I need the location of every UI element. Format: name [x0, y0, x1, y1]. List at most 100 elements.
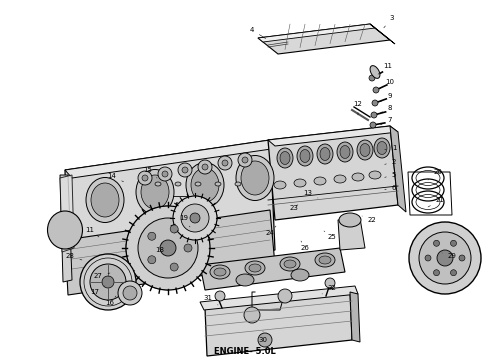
- Ellipse shape: [334, 175, 346, 183]
- Circle shape: [148, 232, 156, 240]
- Text: 19: 19: [179, 215, 190, 227]
- Text: 7: 7: [380, 117, 392, 125]
- Ellipse shape: [235, 182, 241, 186]
- Circle shape: [222, 160, 228, 166]
- Ellipse shape: [277, 148, 293, 168]
- Text: 14: 14: [108, 173, 123, 182]
- Ellipse shape: [280, 257, 300, 271]
- Circle shape: [409, 222, 481, 294]
- Ellipse shape: [337, 142, 353, 162]
- Text: 9: 9: [380, 93, 392, 102]
- Ellipse shape: [249, 264, 261, 272]
- Circle shape: [450, 240, 457, 246]
- Ellipse shape: [195, 182, 201, 186]
- Circle shape: [190, 213, 200, 223]
- Ellipse shape: [48, 211, 82, 249]
- Text: 6: 6: [385, 185, 396, 191]
- Polygon shape: [390, 126, 406, 212]
- Ellipse shape: [340, 145, 350, 158]
- Text: 21: 21: [428, 197, 444, 207]
- Ellipse shape: [369, 171, 381, 179]
- Circle shape: [148, 256, 156, 264]
- Circle shape: [142, 175, 148, 181]
- Text: 25: 25: [324, 231, 336, 240]
- Circle shape: [170, 263, 178, 271]
- Circle shape: [182, 167, 188, 173]
- Ellipse shape: [155, 182, 161, 186]
- Circle shape: [325, 278, 335, 288]
- Text: 11: 11: [378, 63, 392, 74]
- Circle shape: [459, 255, 465, 261]
- Text: 17: 17: [91, 286, 105, 295]
- Ellipse shape: [352, 173, 364, 181]
- Polygon shape: [65, 140, 275, 282]
- Text: 28: 28: [66, 253, 82, 260]
- Text: 4: 4: [250, 27, 266, 39]
- Ellipse shape: [284, 260, 296, 268]
- Polygon shape: [268, 126, 398, 146]
- Circle shape: [181, 204, 209, 232]
- Circle shape: [80, 254, 136, 310]
- Text: 18: 18: [155, 243, 165, 253]
- Circle shape: [238, 153, 252, 167]
- Circle shape: [158, 167, 172, 181]
- Circle shape: [173, 196, 217, 240]
- Circle shape: [218, 156, 232, 170]
- Polygon shape: [258, 24, 375, 42]
- Polygon shape: [370, 24, 395, 44]
- Circle shape: [434, 270, 440, 276]
- Text: 22: 22: [362, 216, 376, 223]
- Circle shape: [434, 240, 440, 246]
- Ellipse shape: [314, 177, 326, 185]
- Ellipse shape: [317, 144, 333, 164]
- Circle shape: [419, 232, 471, 284]
- Circle shape: [371, 112, 377, 118]
- Text: 24: 24: [266, 226, 276, 236]
- Circle shape: [123, 286, 137, 300]
- Text: 27: 27: [94, 273, 110, 279]
- Text: 26: 26: [300, 241, 310, 251]
- Circle shape: [170, 225, 178, 233]
- Ellipse shape: [186, 162, 224, 207]
- Ellipse shape: [370, 66, 380, 78]
- Ellipse shape: [315, 253, 335, 267]
- Text: 10: 10: [380, 79, 394, 89]
- Circle shape: [138, 171, 152, 185]
- Circle shape: [244, 307, 260, 323]
- Circle shape: [370, 122, 376, 128]
- Ellipse shape: [86, 177, 124, 222]
- Polygon shape: [268, 126, 398, 220]
- Circle shape: [198, 160, 212, 174]
- Circle shape: [369, 75, 375, 81]
- Circle shape: [162, 171, 168, 177]
- Text: 15: 15: [144, 167, 157, 178]
- Text: 16: 16: [105, 296, 116, 306]
- Circle shape: [178, 163, 192, 177]
- Circle shape: [118, 281, 142, 305]
- Circle shape: [258, 333, 272, 347]
- Ellipse shape: [175, 182, 181, 186]
- Polygon shape: [65, 210, 275, 295]
- Ellipse shape: [319, 256, 331, 264]
- Circle shape: [184, 244, 192, 252]
- Polygon shape: [205, 292, 352, 356]
- Circle shape: [372, 100, 378, 106]
- Text: 11: 11: [85, 227, 99, 237]
- Text: 29: 29: [442, 253, 457, 259]
- Ellipse shape: [215, 182, 221, 186]
- Text: 2: 2: [385, 159, 396, 165]
- Ellipse shape: [241, 161, 269, 195]
- Ellipse shape: [291, 269, 309, 281]
- Circle shape: [373, 87, 379, 93]
- Text: 20: 20: [428, 169, 442, 180]
- Text: 3: 3: [384, 15, 394, 28]
- Circle shape: [242, 157, 248, 163]
- Circle shape: [450, 270, 457, 276]
- Ellipse shape: [300, 149, 310, 162]
- Polygon shape: [258, 24, 390, 54]
- Circle shape: [102, 276, 114, 288]
- Polygon shape: [338, 218, 365, 250]
- Text: 5: 5: [385, 172, 396, 178]
- Circle shape: [126, 206, 210, 290]
- Text: 13: 13: [303, 190, 318, 198]
